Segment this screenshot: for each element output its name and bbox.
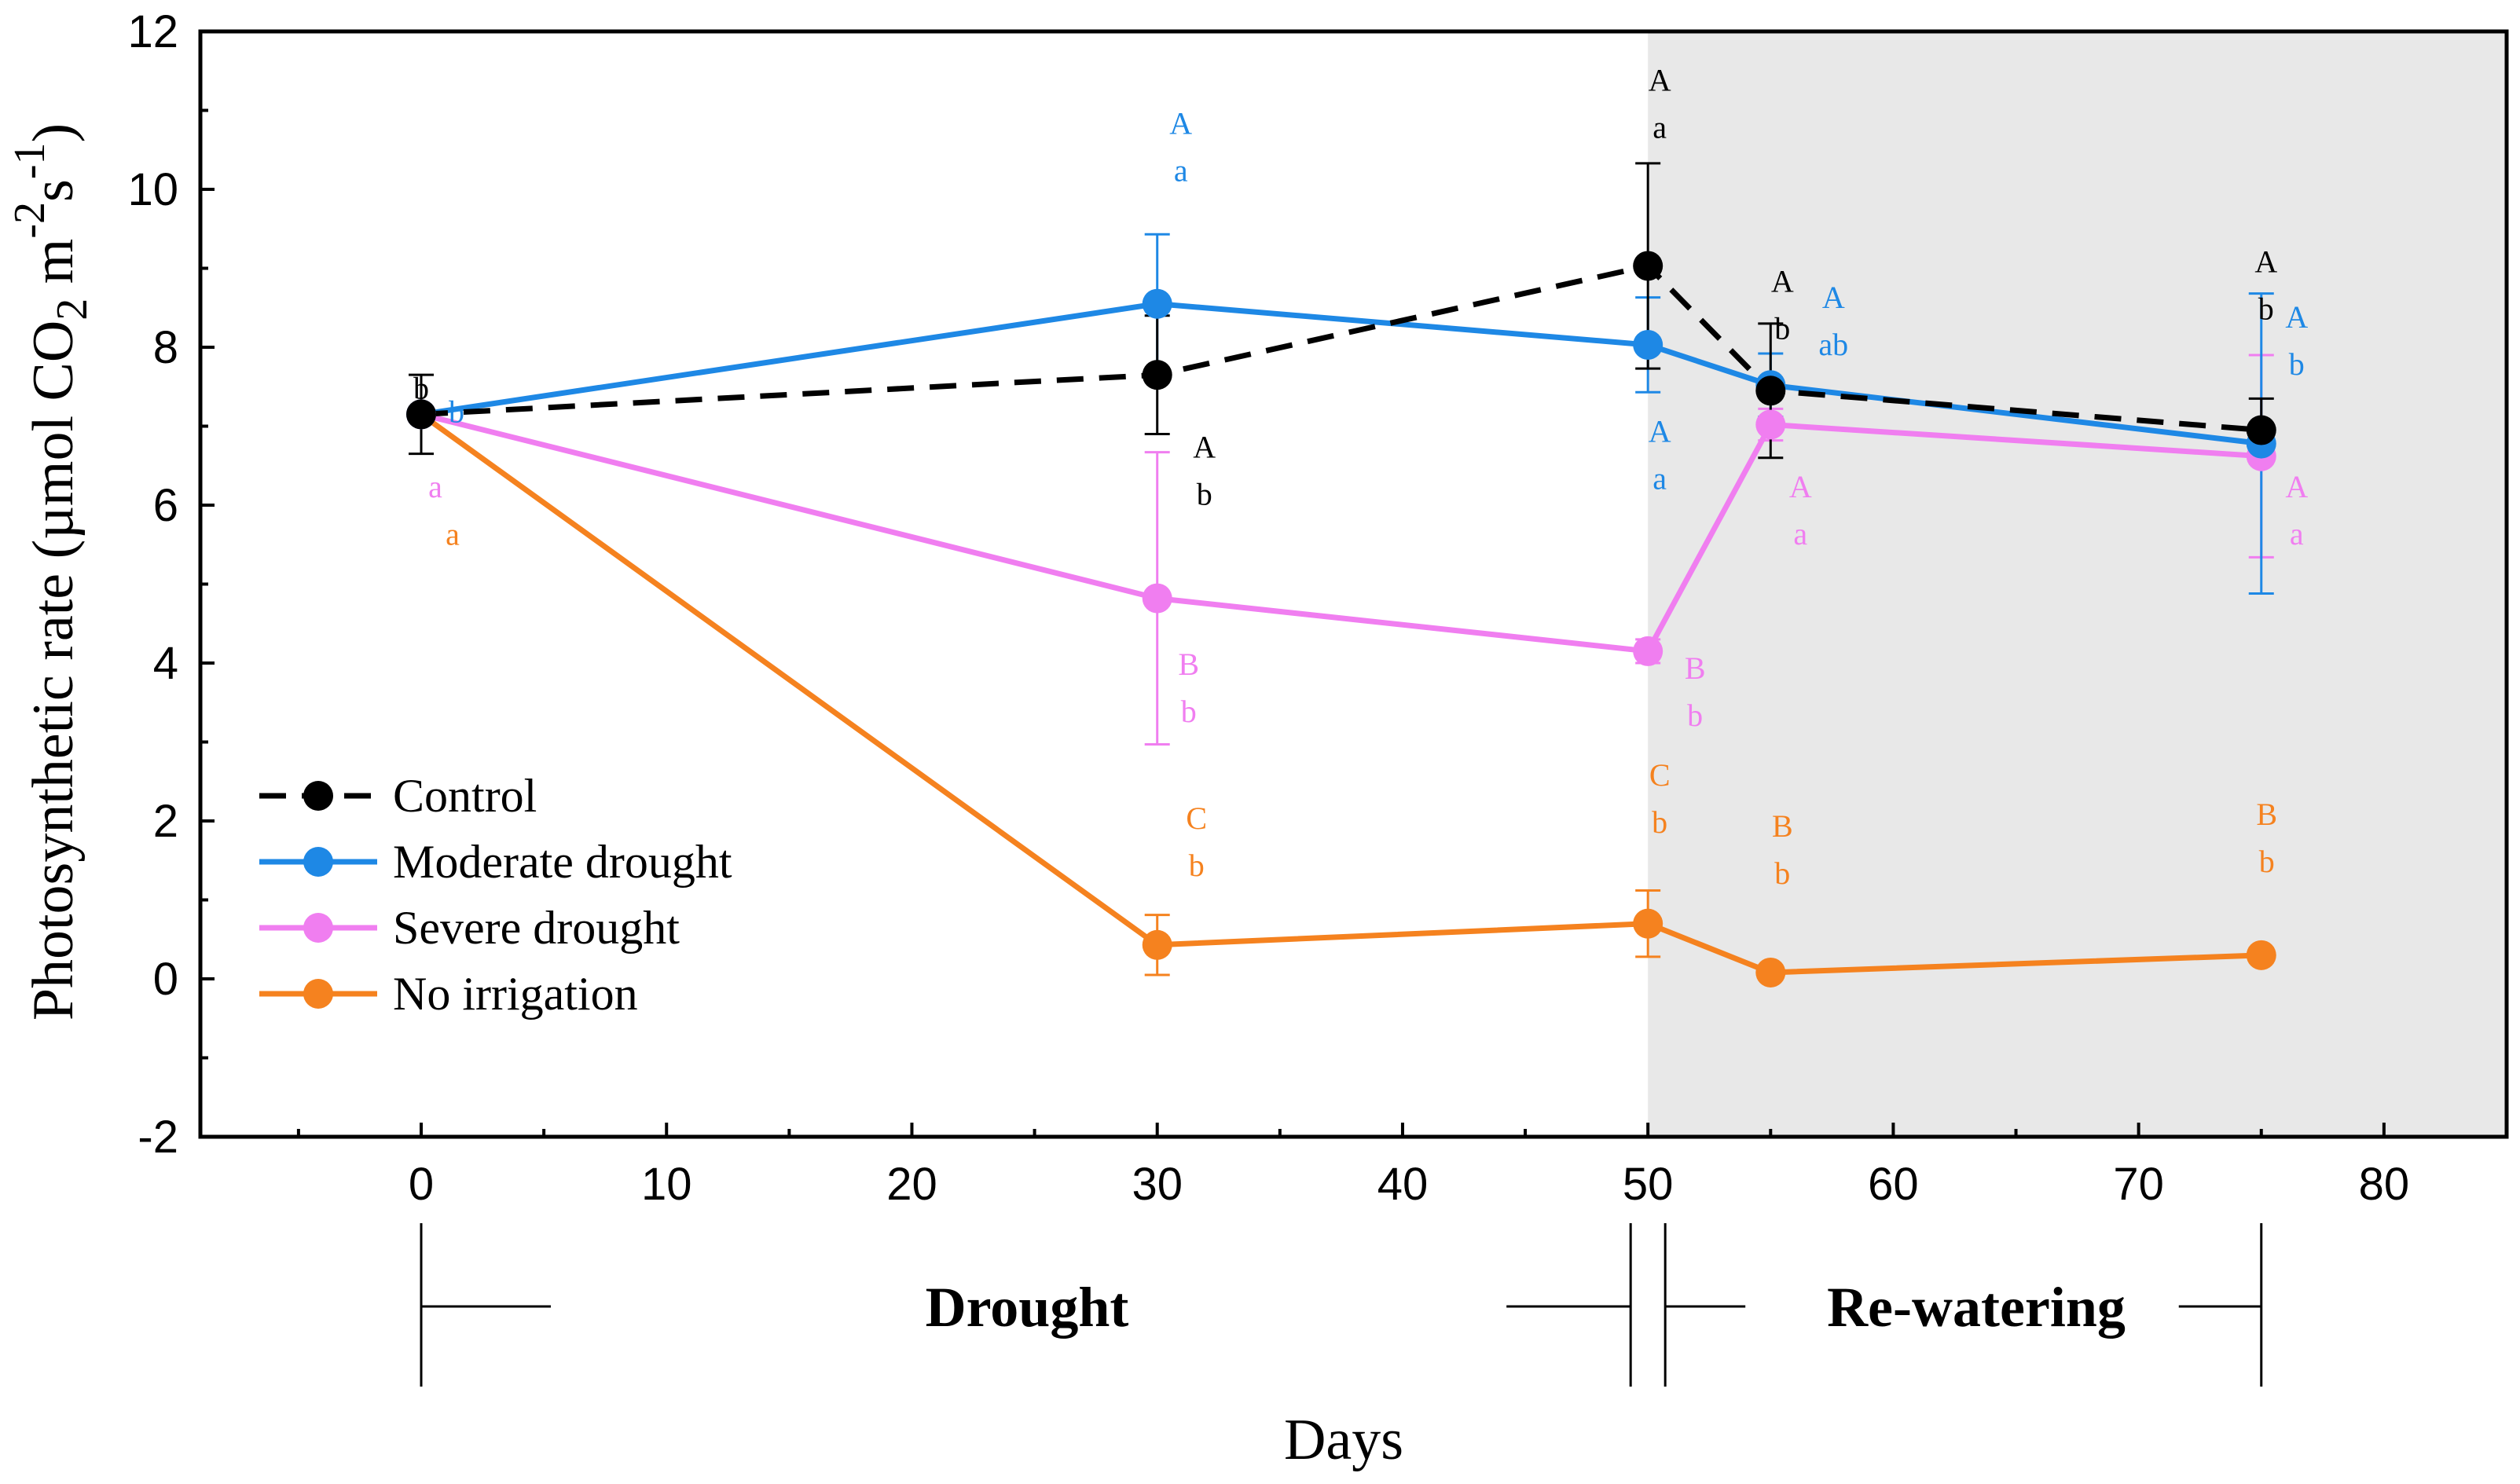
legend-marker (303, 913, 333, 943)
significance-letter: b (449, 394, 464, 429)
y-tick-label: -2 (138, 1112, 178, 1163)
y-axis-title: Photosynthetic rate (µmol CO2 m-2s-1) (6, 123, 97, 1020)
data-point (1142, 288, 1172, 319)
legend-marker (303, 781, 333, 811)
significance-letter: B (1178, 647, 1199, 682)
significance-letter: A (1649, 62, 1671, 97)
phase-label-drought: Drought (926, 1276, 1129, 1339)
data-point (1142, 583, 1172, 614)
significance-letter: a (1652, 109, 1667, 145)
y-tick-label: 8 (153, 322, 178, 373)
x-tick-label: 30 (1132, 1159, 1183, 1210)
legend-label: Control (393, 770, 537, 822)
tick-labels: 0 10 20 30 40 50 60 70 80 -2 0 2 4 6 8 10 12 (127, 6, 2409, 1210)
significance-letter: A (2254, 244, 2277, 280)
significance-letter: B (2256, 797, 2277, 832)
significance-letter: b (1774, 856, 1790, 891)
significance-letter: a (1174, 153, 1188, 189)
significance-letter: b (1687, 698, 1703, 733)
significance-letter: b (2259, 844, 2275, 879)
x-tick-label: 0 (409, 1159, 434, 1210)
significance-letter: b (1189, 848, 1205, 883)
data-point (2246, 940, 2276, 970)
significance-letter: A (1169, 106, 1192, 141)
y-tick-label: 6 (153, 480, 178, 531)
data-point (1633, 329, 1663, 360)
significance-letter: A (2285, 469, 2308, 504)
x-axis-title: Days (1284, 1408, 1403, 1472)
x-tick-label: 50 (1623, 1159, 1674, 1210)
legend-label: No irrigation (393, 968, 638, 1020)
data-point (406, 399, 437, 430)
significance-letter: b (1197, 477, 1212, 512)
x-tick-label: 40 (1377, 1159, 1429, 1210)
phase-indicator: Drought Re-watering (420, 1223, 2263, 1387)
significance-letter: b (2289, 346, 2305, 382)
data-point (1755, 376, 1786, 406)
significance-letter: C (1649, 757, 1671, 793)
significance-letter: C (1186, 801, 1207, 836)
rewatering-shaded-region (1648, 31, 2507, 1137)
y-tick-label: 4 (153, 638, 178, 689)
significance-letter: B (1685, 650, 1706, 686)
legend-label: Severe drought (393, 902, 680, 954)
legend: Control Moderate drought Severe drought No … (259, 770, 732, 1020)
significance-letter: B (1772, 808, 1793, 844)
significance-letter: a (428, 469, 442, 504)
significance-letter: A (1193, 430, 1216, 465)
data-point (1755, 957, 1786, 988)
significance-letter: a (1793, 516, 1807, 551)
data-point (1142, 360, 1172, 390)
significance-letter: A (1822, 280, 1845, 315)
y-tick-label: 10 (127, 164, 178, 215)
data-points (406, 251, 2276, 988)
data-point (1755, 409, 1786, 440)
x-tick-label: 80 (2359, 1159, 2410, 1210)
significance-letter: b (1181, 694, 1197, 729)
significance-letter: b (1652, 804, 1667, 840)
y-tick-label: 12 (127, 6, 178, 57)
significance-letter: a (446, 516, 460, 551)
y-tick-label: 0 (153, 954, 178, 1005)
x-tick-label: 60 (1868, 1159, 1919, 1210)
significance-letter: A (1789, 469, 1812, 504)
significance-letter: A (1649, 414, 1671, 449)
data-point (1633, 251, 1663, 281)
x-tick-label: 20 (886, 1159, 937, 1210)
significance-letter: b (1774, 311, 1790, 346)
significance-letter: A (2285, 299, 2308, 335)
significance-letter: a (1652, 461, 1667, 496)
significance-letter: ab (1818, 327, 1848, 362)
data-point (2246, 415, 2276, 445)
x-tick-label: 70 (2113, 1159, 2164, 1210)
significance-letter: b (413, 370, 429, 405)
data-point (1633, 636, 1663, 666)
significance-letter: a (2290, 516, 2304, 551)
y-tick-label: 2 (153, 796, 178, 847)
legend-marker (303, 979, 333, 1009)
legend-marker (303, 847, 333, 877)
x-tick-label: 10 (641, 1159, 692, 1210)
data-point (1633, 908, 1663, 939)
data-point (1142, 929, 1172, 960)
significance-letter: b (2258, 291, 2274, 327)
legend-label: Moderate drought (393, 836, 732, 888)
phase-label-rewatering: Re-watering (1827, 1276, 2126, 1339)
significance-letter: A (1771, 264, 1794, 299)
plot-frame (198, 29, 2509, 1139)
